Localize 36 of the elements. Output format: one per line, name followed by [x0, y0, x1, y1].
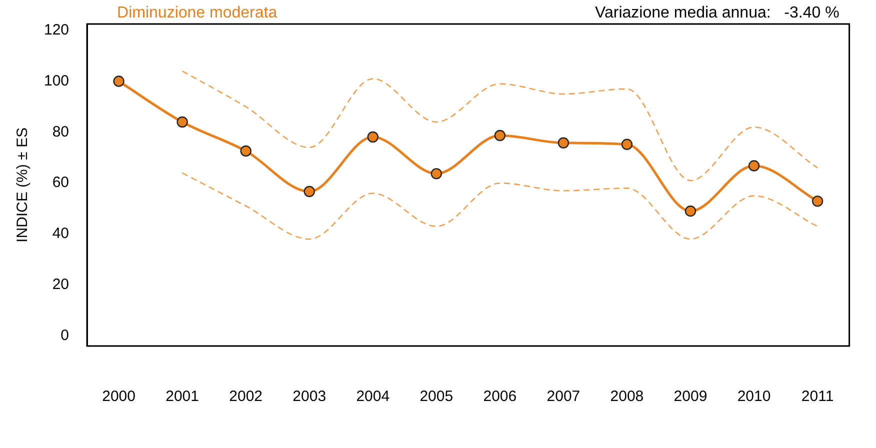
point	[494, 130, 506, 142]
x-tick-label: 2009	[674, 388, 708, 406]
y-tick-label: 120	[44, 22, 70, 39]
x-tick-label: 2003	[292, 388, 326, 406]
point	[176, 116, 188, 128]
x-tick-label: 2002	[229, 388, 263, 406]
x-tick-label: 2008	[610, 388, 644, 406]
y-tick-label: 40	[52, 225, 70, 242]
point	[558, 137, 570, 148]
y-tick-label: 60	[52, 174, 70, 192]
x-tick-label: 2006	[483, 388, 517, 406]
line-series	[182, 172, 818, 240]
point	[684, 205, 696, 217]
x-tick-label: 2004	[356, 388, 390, 406]
point	[113, 76, 124, 87]
y-tick-label: 80	[52, 123, 70, 140]
point	[430, 168, 442, 180]
x-tick-label: 2007	[546, 388, 580, 406]
x-tick-label: 2011	[801, 388, 834, 406]
text: Variazione media annua: -3.40 %	[595, 4, 840, 22]
point	[748, 160, 760, 172]
x-tick-label: 2001	[166, 388, 199, 406]
chart-title: Diminuzione moderata	[117, 4, 278, 22]
point	[621, 138, 633, 150]
y-tick-label: 100	[44, 72, 70, 90]
point	[812, 196, 824, 207]
y-axis-title: INDICE (%) ± ES	[14, 128, 32, 242]
y-tick-label: 20	[52, 276, 70, 294]
line-series	[182, 70, 818, 182]
point	[367, 131, 378, 143]
x-tick-label: 2010	[737, 388, 771, 406]
y-tick-label: 0	[60, 326, 70, 344]
point	[304, 186, 315, 198]
x-tick-label: 2005	[420, 388, 454, 406]
point	[240, 145, 252, 157]
x-tick-label: 2000	[102, 388, 136, 406]
